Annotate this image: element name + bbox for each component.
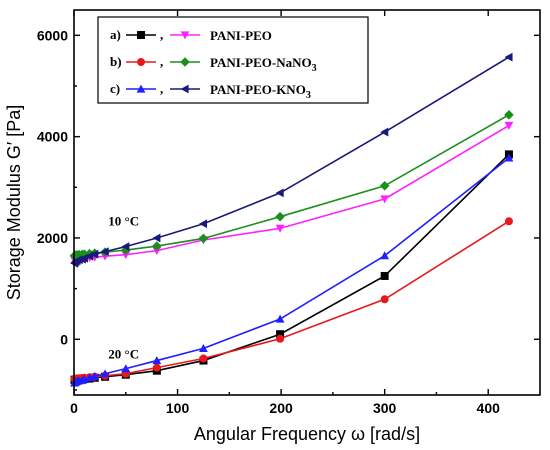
data-point (504, 110, 514, 120)
legend-row-0: a), PANI-PEO (110, 27, 272, 43)
series-line (74, 220, 510, 380)
series-line (73, 157, 510, 384)
data-point (152, 247, 162, 256)
temperature-annotation: 20 °C (108, 347, 139, 362)
plot-frame (73, 9, 541, 396)
legend-row-separator: , (160, 81, 163, 96)
series-2 (70, 153, 514, 387)
annotations: 10 °C 20 °C (108, 213, 139, 361)
data-point (380, 127, 389, 137)
y-tick-label: 4000 (37, 129, 68, 145)
data-point (276, 334, 285, 343)
data-point (199, 219, 208, 229)
plot-area (69, 52, 514, 387)
data-point (380, 195, 390, 204)
legend-row-2: c), PANI-PEO-KNO3 (110, 81, 311, 101)
y-axis-title: Storage Modulus G′ [Pa] (4, 105, 24, 300)
data-point (152, 363, 161, 372)
series-line (73, 124, 510, 261)
y-tick-label: 6000 (37, 27, 68, 43)
data-point (90, 249, 99, 259)
data-point (100, 247, 109, 257)
data-point (121, 364, 131, 373)
data-point (380, 271, 389, 280)
legend: a), PANI-PEO b), PANI-PEO-NaNO3 c), PANI-PEO-… (97, 16, 369, 104)
data-point (152, 233, 161, 243)
x-tick-label: 300 (373, 400, 397, 416)
data-point (199, 354, 208, 363)
x-tick-label: 200 (269, 400, 293, 416)
data-point (380, 295, 389, 304)
legend-row-tag: a) (110, 27, 121, 42)
y-tick-label: 0 (60, 331, 68, 347)
data-point (275, 188, 284, 198)
legend-label: PANI-PEO-KNO3 (210, 82, 311, 101)
legend-label-subscript: 3 (306, 90, 311, 101)
data-point (504, 121, 514, 130)
legend-row-1: b), PANI-PEO-NaNO3 (110, 54, 317, 74)
data-point (152, 241, 162, 251)
data-point (84, 248, 95, 259)
data-point (504, 52, 513, 62)
data-point (199, 343, 208, 352)
data-point (276, 330, 285, 339)
data-point (100, 369, 110, 378)
data-point (504, 217, 513, 226)
data-point (275, 211, 285, 222)
x-tick-label: 400 (477, 400, 501, 416)
legend-marker (137, 31, 145, 39)
y-tick-label: 2000 (37, 230, 68, 246)
legend-marker (180, 84, 189, 94)
data-point (121, 251, 131, 260)
legend-label-subscript: 3 (312, 63, 317, 74)
x-tick-label: 100 (166, 400, 190, 416)
x-axis-title: Angular Frequency ω [rad/s] (194, 424, 420, 444)
legend-row-separator: , (160, 54, 163, 69)
data-point (275, 314, 285, 323)
data-point (380, 251, 390, 260)
legend-marker (180, 31, 190, 40)
data-point (379, 180, 390, 191)
legend-marker (180, 57, 190, 67)
temperature-annotation: 10 °C (108, 213, 139, 228)
data-point (74, 255, 83, 265)
data-point (121, 242, 130, 251)
data-point (198, 233, 209, 244)
series-line (74, 153, 510, 381)
data-point (504, 153, 514, 162)
data-point (90, 371, 100, 380)
data-point (275, 224, 285, 233)
x-tick-label: 0 (70, 400, 78, 416)
legend-marker (136, 84, 146, 93)
legend-marker (137, 58, 145, 66)
legend-row-tag: b) (110, 54, 122, 69)
legend-row-separator: , (160, 27, 163, 42)
data-point (152, 356, 162, 365)
legend-label: PANI-PEO-NaNO3 (210, 55, 317, 74)
legend-row-tag: c) (110, 81, 120, 96)
legend-label: PANI-PEO (210, 28, 272, 43)
data-point (120, 245, 131, 255)
